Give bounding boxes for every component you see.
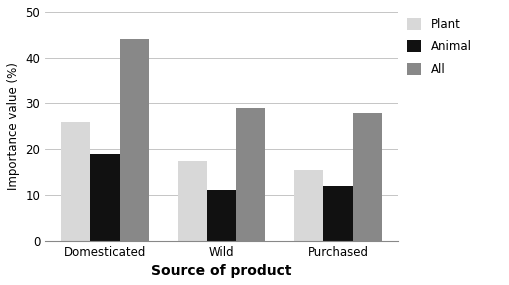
Legend: Plant, Animal, All: Plant, Animal, All xyxy=(406,18,471,76)
X-axis label: Source of product: Source of product xyxy=(151,264,291,278)
Bar xyxy=(207,190,236,241)
Bar xyxy=(119,39,149,241)
Y-axis label: Importance value (%): Importance value (%) xyxy=(7,62,20,190)
Bar xyxy=(90,154,119,241)
Bar xyxy=(178,160,207,241)
Bar xyxy=(236,108,265,241)
Bar xyxy=(61,122,90,241)
Bar xyxy=(352,113,381,241)
Bar xyxy=(323,186,352,241)
Bar xyxy=(294,170,323,241)
